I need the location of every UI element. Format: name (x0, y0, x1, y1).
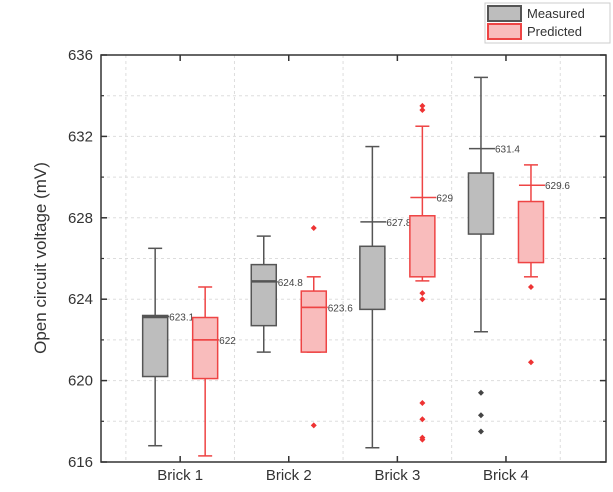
outlier-point (419, 416, 426, 423)
x-tick-label: Brick 3 (374, 467, 420, 484)
box-predicted-2: 623.6 (300, 224, 353, 429)
x-tick-label: Brick 1 (157, 467, 203, 484)
legend-label-predicted: Predicted (527, 24, 582, 39)
outlier-point (310, 224, 317, 231)
legend-label-measured: Measured (527, 6, 585, 21)
box-body (300, 290, 328, 353)
outlier-point (477, 389, 484, 396)
outlier-point (419, 296, 426, 303)
y-axis-title: Open circuit voltage (mV) (31, 162, 50, 354)
box-predicted-1: 622 (191, 286, 236, 457)
mean-data-label: 629.6 (545, 181, 570, 192)
mean-data-label: 624.8 (278, 278, 303, 289)
y-tick-label: 620 (68, 373, 93, 390)
box-predicted-4: 629.6 (517, 164, 570, 366)
y-tick-label: 636 (68, 47, 93, 64)
box-measured-4: 631.4 (467, 76, 520, 435)
outlier-point (419, 106, 426, 113)
mean-data-label: 623.1 (169, 312, 194, 323)
box-measured-3: 627.8 (359, 145, 412, 449)
x-tick-label: Brick 4 (483, 467, 529, 484)
box-body (191, 316, 219, 380)
y-tick-label: 632 (68, 128, 93, 145)
grid (101, 55, 606, 462)
box-body (359, 245, 386, 311)
box-body (141, 314, 169, 378)
outlier-point (419, 102, 426, 109)
outlier-point (477, 412, 484, 419)
outlier-point (477, 428, 484, 435)
legend-swatch-predicted (487, 23, 522, 40)
box-measured-2: 624.8 (250, 235, 303, 353)
box-body (409, 215, 436, 278)
box-predicted-3: 629 (409, 102, 453, 443)
outlier-point (527, 283, 534, 290)
y-tick-label: 628 (68, 210, 93, 227)
box-body (467, 172, 495, 235)
mean-data-label: 623.6 (328, 303, 353, 314)
mean-data-label: 629 (436, 193, 453, 204)
x-tick-label: Brick 2 (266, 467, 312, 484)
outlier-point (527, 359, 534, 366)
axes: 616 620 624 628 632 636 Brick 1 Brick 2 Brick 3 B… (68, 47, 607, 484)
box-series: 623.1 624.8 627.8 631.4 622 623.6 629 629.6 (141, 76, 570, 457)
outlier-point (419, 436, 426, 443)
box-measured-1: 623.1 (141, 247, 195, 447)
legend-swatch-measured (487, 5, 522, 22)
outlier-point (310, 422, 317, 429)
outlier-point (419, 399, 426, 406)
box-body (517, 200, 545, 264)
box-body (250, 263, 278, 327)
mean-data-label: 631.4 (495, 145, 520, 156)
y-tick-label: 616 (68, 454, 93, 471)
y-tick-label: 624 (68, 291, 93, 308)
legend: Measured Predicted (484, 2, 611, 44)
outlier-point (419, 290, 426, 297)
mean-data-label: 627.8 (386, 218, 411, 229)
mean-data-label: 622 (219, 336, 236, 347)
